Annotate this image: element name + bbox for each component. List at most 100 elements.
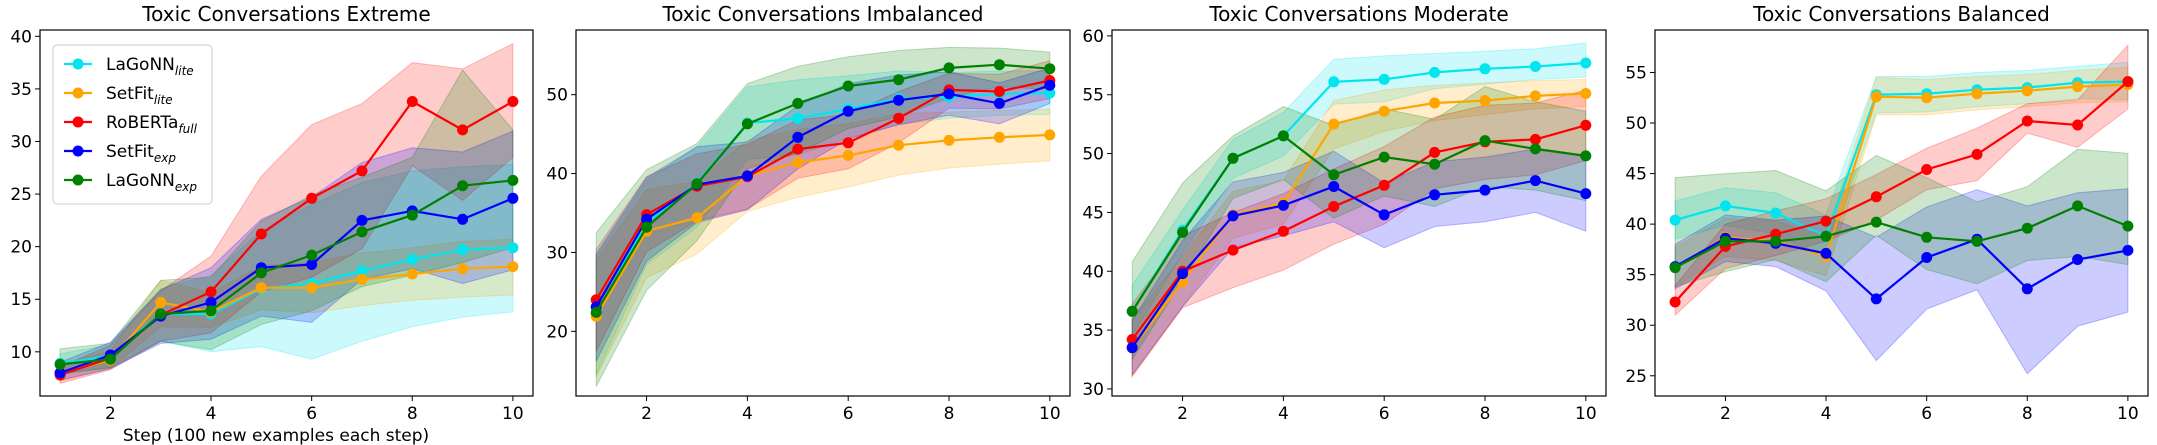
x-tick-label: 8: [944, 404, 955, 424]
data-point: [1870, 216, 1882, 228]
data-point: [255, 282, 267, 294]
legend-marker: [72, 116, 84, 128]
y-tick-label: 30: [546, 243, 568, 263]
y-tick-label: 35: [10, 80, 32, 100]
data-point: [2122, 220, 2134, 232]
data-point: [2021, 222, 2033, 234]
data-point: [993, 59, 1005, 71]
data-point: [993, 131, 1005, 143]
data-point: [1378, 73, 1390, 85]
data-point: [993, 97, 1005, 109]
data-point: [1277, 225, 1289, 237]
data-point: [457, 213, 469, 225]
data-point: [255, 267, 267, 279]
data-point: [1126, 342, 1138, 354]
data-point: [507, 242, 519, 254]
series-line-2: [595, 133, 1050, 317]
plot-frame: [39, 29, 534, 397]
data-point: [893, 94, 905, 106]
x-tick-label: 6: [843, 404, 854, 424]
data-point: [792, 97, 804, 109]
y-tick-label: 15: [10, 290, 32, 310]
data-point: [1479, 135, 1491, 147]
chart-panel-1: 2 4 6 8 10 10 15 20 25 30 35 40 Toxic Conversations …: [10, 2, 534, 424]
data-point: [306, 259, 318, 270]
y-tick-label: 55: [1625, 63, 1647, 83]
y-tick-label: 55: [1082, 86, 1104, 106]
x-tick-label: 10: [1039, 404, 1061, 424]
confidence-band-5: [1674, 148, 2129, 288]
legend-marker: [72, 145, 84, 157]
data-point: [507, 261, 519, 273]
data-point: [641, 213, 653, 225]
data-point: [1227, 244, 1239, 256]
y-tick-label: 10: [10, 343, 32, 363]
x-tick-label: 8: [1480, 404, 1491, 424]
data-point: [1429, 189, 1441, 201]
x-tick-label: 2: [641, 404, 652, 424]
y-tick-label: 30: [1625, 316, 1647, 336]
x-tick-label: 6: [1379, 404, 1390, 424]
data-point: [507, 192, 519, 204]
y-tick-label: 45: [1082, 203, 1104, 223]
data-point: [205, 286, 217, 298]
x-tick-label: 4: [742, 404, 753, 424]
data-point: [842, 137, 854, 149]
data-point: [1227, 210, 1239, 222]
data-point: [1479, 184, 1491, 196]
legend: LaGoNNlite SetFitlite RoBERTafull SetFitexp…: [52, 44, 213, 205]
data-point: [1479, 95, 1491, 107]
data-point: [507, 174, 519, 186]
confidence-band-3: [59, 42, 514, 385]
data-point: [356, 273, 368, 285]
data-point: [1669, 296, 1681, 308]
y-tick-label: 40: [1625, 215, 1647, 235]
data-point: [792, 157, 804, 168]
plot-frame: [1111, 29, 1607, 397]
data-point: [842, 80, 854, 92]
data-point: [306, 192, 318, 204]
data-point: [1820, 215, 1832, 227]
data-point: [205, 296, 217, 308]
data-point: [943, 88, 955, 100]
data-point: [1479, 63, 1491, 75]
series-line-5: [1674, 204, 2129, 269]
chart-title: Toxic Conversations Balanced: [1752, 2, 2050, 26]
data-point: [691, 178, 703, 190]
chart-panel-2: 2 4 6 8 10 20 30 40 50 Toxic Conversations Imbala…: [546, 2, 1071, 424]
y-tick-label: 20: [546, 322, 568, 342]
data-point: [255, 228, 267, 240]
data-point: [2072, 254, 2084, 265]
data-point: [1429, 146, 1441, 158]
data-point: [457, 124, 469, 136]
data-point: [306, 249, 318, 261]
legend-marker: [72, 174, 84, 186]
data-point: [1277, 130, 1289, 142]
x-tick-label: 4: [1278, 404, 1289, 424]
y-tick-label: 35: [1082, 321, 1104, 341]
y-tick-label: 60: [1082, 27, 1104, 47]
confidence-band-2: [595, 108, 1051, 378]
data-point: [1044, 63, 1056, 75]
data-point: [1227, 152, 1239, 164]
chart-title: Toxic Conversations Imbalanced: [661, 2, 983, 26]
data-point: [54, 367, 66, 379]
shared-x-axis-label: Step (100 new examples each step): [123, 426, 429, 445]
confidence-band-1: [1131, 42, 1587, 338]
data-point: [1921, 92, 1933, 104]
data-point: [1529, 61, 1541, 72]
data-point: [1328, 169, 1340, 181]
chart-panel-3: 2 4 6 8 10 30 35 40 45 50 55 60 Toxic Conversations …: [1082, 2, 1607, 424]
data-point: [205, 305, 217, 317]
data-point: [1820, 247, 1832, 259]
data-point: [1378, 209, 1390, 221]
series-line-5: [1131, 134, 1586, 312]
y-tick-label: 40: [10, 27, 32, 47]
data-point: [406, 253, 418, 265]
data-point: [893, 74, 905, 86]
confidence-band-5: [1131, 85, 1587, 362]
data-point: [54, 358, 66, 370]
y-tick-label: 40: [546, 165, 568, 185]
data-point: [356, 265, 368, 277]
data-point: [1971, 88, 1983, 100]
